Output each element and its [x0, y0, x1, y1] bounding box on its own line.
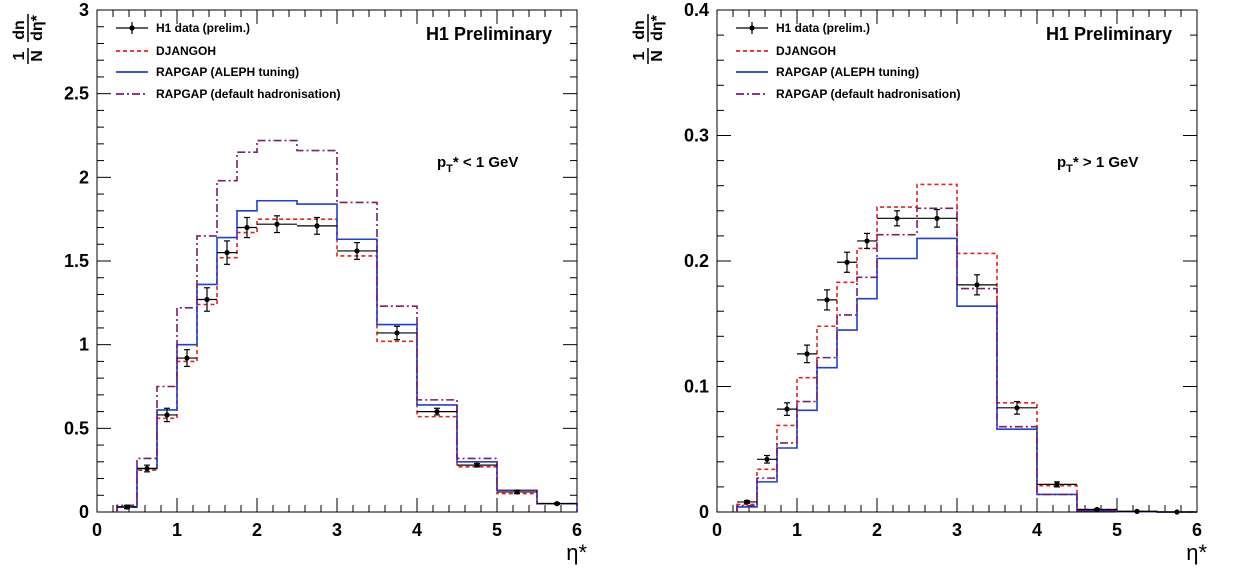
- legend-data-marker: [129, 25, 135, 31]
- x-tick-label: 2: [252, 520, 262, 540]
- x-tick-label: 6: [572, 520, 582, 540]
- legend-series-label: DJANGOH: [776, 44, 836, 58]
- data-point: [164, 412, 170, 418]
- x-tick-label: 0: [712, 520, 722, 540]
- y-tick-label: 1.5: [64, 251, 89, 271]
- data-point: [224, 250, 230, 256]
- data-point: [974, 282, 980, 288]
- data-point: [434, 409, 440, 415]
- y-axis-title-dn: dn: [631, 20, 648, 40]
- data-point: [184, 355, 190, 361]
- cut-label: pT* > 1 GeV: [1057, 154, 1138, 175]
- data-point: [274, 221, 280, 227]
- y-axis-title-den: N: [649, 50, 666, 62]
- y-axis-title-num: 1: [11, 51, 28, 60]
- data-point: [314, 223, 320, 229]
- y-tick-label: 2.5: [64, 84, 89, 104]
- x-tick-label: 1: [792, 520, 802, 540]
- panel-label: H1 Preliminary: [426, 24, 552, 44]
- legend-series-label: RAPGAP (default hadronisation): [776, 87, 960, 101]
- y-tick-label: 0.3: [684, 126, 709, 146]
- data-point: [844, 259, 850, 265]
- cut-label: pT* < 1 GeV: [437, 154, 518, 175]
- series-djangoh: [116, 218, 578, 512]
- legend-data-label: H1 data (prelim.): [156, 21, 250, 35]
- x-tick-label: 5: [1112, 520, 1122, 540]
- y-axis-title-deta: dη*: [649, 14, 666, 41]
- data-point: [1174, 509, 1180, 515]
- legend-data-marker: [749, 25, 755, 31]
- data-point: [514, 489, 520, 495]
- y-tick-label: 0.1: [684, 377, 709, 397]
- y-tick-label: 0.2: [684, 251, 709, 271]
- data-point: [1054, 481, 1060, 487]
- x-tick-label: 3: [952, 520, 962, 540]
- y-tick-label: 0.4: [684, 0, 709, 20]
- chart-right-pt-above-1gev: 0 1 2 3 4 5 600.10.20.30.4η*1 Ndn dη* H1 data (pr…: [631, 0, 1207, 565]
- legend-series-label: RAPGAP (default hadronisation): [156, 87, 340, 101]
- data-point: [894, 215, 900, 221]
- y-axis-title-num: 1: [631, 51, 648, 60]
- series-rapgap-aleph-tuning: [736, 237, 1197, 513]
- y-tick-label: 0: [699, 502, 709, 522]
- legend-series-label: DJANGOH: [156, 44, 216, 58]
- legend-series-label: RAPGAP (ALEPH tuning): [156, 65, 299, 79]
- x-axis-title: η*: [1186, 540, 1207, 565]
- data-point: [1094, 506, 1100, 513]
- x-tick-label: 0: [92, 520, 102, 540]
- data-point: [394, 330, 400, 336]
- data-point: [554, 501, 560, 507]
- data-point: [934, 215, 940, 221]
- y-tick-label: 2: [79, 167, 89, 187]
- data-point: [474, 462, 480, 468]
- data-point: [804, 351, 810, 357]
- data-point: [824, 297, 830, 303]
- legend-data-label: H1 data (prelim.): [776, 21, 870, 35]
- y-axis-title-deta: dη*: [29, 14, 46, 41]
- y-tick-label: 0.5: [64, 418, 89, 438]
- legend-series-label: RAPGAP (ALEPH tuning): [776, 65, 919, 79]
- data-point: [784, 406, 790, 412]
- y-axis-title-den: N: [29, 50, 46, 62]
- data-point: [204, 296, 210, 303]
- data-point: [744, 499, 750, 505]
- data-point: [864, 238, 870, 244]
- x-tick-label: 1: [172, 520, 182, 540]
- y-tick-label: 0: [79, 502, 89, 522]
- x-tick-label: 5: [492, 520, 502, 540]
- y-axis-title-dn: dn: [11, 20, 28, 40]
- x-tick-label: 4: [1032, 520, 1042, 540]
- series-djangoh: [736, 183, 1197, 513]
- series-rapgap-default-hadronisation: [736, 207, 1197, 513]
- x-tick-label: 6: [1192, 520, 1202, 540]
- plot-frame: [96, 9, 578, 513]
- x-axis-title: η*: [566, 540, 587, 565]
- data-point: [124, 504, 130, 510]
- data-point: [354, 248, 360, 254]
- panel-label: H1 Preliminary: [1046, 24, 1172, 44]
- chart-left-pt-below-1gev: 0 1 2 3 4 5 600.511.522.53η*1 Ndn dη* H1 data (pr…: [11, 0, 587, 565]
- series-rapgap-aleph-tuning: [116, 199, 578, 512]
- y-tick-label: 1: [79, 335, 89, 355]
- y-axis-title: 1 Ndn dη*: [11, 14, 46, 64]
- data-point: [244, 224, 250, 231]
- x-tick-label: 3: [332, 520, 342, 540]
- data-point: [1134, 508, 1140, 514]
- x-tick-label: 4: [412, 520, 422, 540]
- x-tick-label: 2: [872, 520, 882, 540]
- y-axis-title: 1 Ndn dη*: [631, 14, 666, 64]
- data-point: [764, 456, 770, 462]
- series-rapgap-default-hadronisation: [116, 139, 578, 512]
- data-point: [1014, 405, 1020, 411]
- data-point: [144, 465, 150, 472]
- y-tick-label: 3: [79, 0, 89, 20]
